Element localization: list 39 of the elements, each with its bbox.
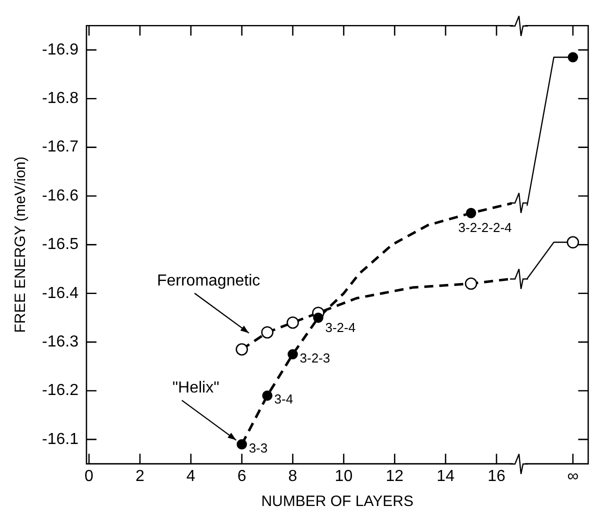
point xyxy=(286,316,299,329)
point xyxy=(464,278,478,290)
x-tick-label: 8 xyxy=(288,468,298,485)
data-label: 3-2-4 xyxy=(325,320,356,335)
y-tick-label: -16.5 xyxy=(42,236,79,254)
x-tick-label: 12 xyxy=(386,468,404,485)
x-tick-label: 6 xyxy=(237,468,246,485)
data-label: 3-4 xyxy=(274,392,294,407)
x-tick-label: 14 xyxy=(436,468,455,485)
annotation: "Helix" xyxy=(172,380,220,397)
y-tick-label: -16.8 xyxy=(42,90,79,108)
y-tick-label: -16.4 xyxy=(42,284,79,302)
annotation: Ferromagnetic xyxy=(156,272,260,290)
point xyxy=(236,439,247,450)
point xyxy=(236,343,248,356)
x-axis-title: NUMBER OF LAYERS xyxy=(261,493,414,510)
y-axis-title: FREE ENERGY (meV/ion) xyxy=(12,156,30,333)
x-tick-label: 4 xyxy=(186,468,196,485)
x-tick-label: 10 xyxy=(334,468,353,485)
y-tick-label: -16.2 xyxy=(42,382,79,400)
y-tick-label: -16.6 xyxy=(42,187,79,204)
point xyxy=(466,208,476,218)
x-tick-label: ∞ xyxy=(567,468,579,485)
point xyxy=(262,390,272,401)
data-label: 3-2-3 xyxy=(300,350,330,366)
data-label: 3-2-2-2-4 xyxy=(458,220,512,236)
point xyxy=(261,326,274,338)
point xyxy=(288,349,298,360)
data-label: 3-3 xyxy=(248,440,268,456)
x-tick-label: 0 xyxy=(84,468,94,485)
y-tick-label: -16.3 xyxy=(42,333,79,350)
point xyxy=(568,52,578,62)
x-tick-label: 16 xyxy=(488,468,506,485)
y-tick-label: -16.9 xyxy=(42,41,79,58)
x-tick-label: 2 xyxy=(136,468,144,485)
point xyxy=(313,312,324,323)
point xyxy=(566,236,580,248)
y-tick-label: -16.1 xyxy=(42,430,79,448)
y-tick-label: -16.7 xyxy=(42,138,79,156)
